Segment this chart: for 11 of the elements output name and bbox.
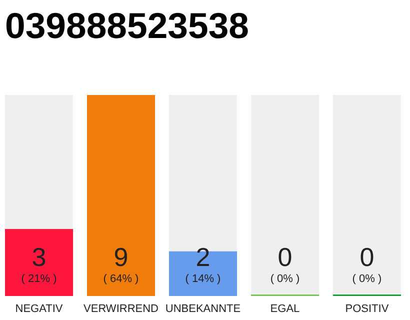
- data-label: 0 ( 0% ): [270, 242, 300, 285]
- x-tick-label: POSITIV: [345, 303, 390, 315]
- x-tick-label: NEGATIV: [15, 303, 64, 315]
- x-tick-label: VERWIRREND: [84, 303, 159, 315]
- data-label: 0 ( 0% ): [352, 242, 382, 285]
- x-tick-label: UNBEKANNTE: [165, 303, 241, 315]
- data-label: 9 ( 64% ): [103, 242, 139, 285]
- x-tick-label: EGAL: [270, 303, 300, 315]
- data-label: 2 ( 14% ): [185, 242, 221, 285]
- data-label: 3 ( 21% ): [21, 242, 57, 285]
- chart-title: 039888523538: [5, 5, 249, 46]
